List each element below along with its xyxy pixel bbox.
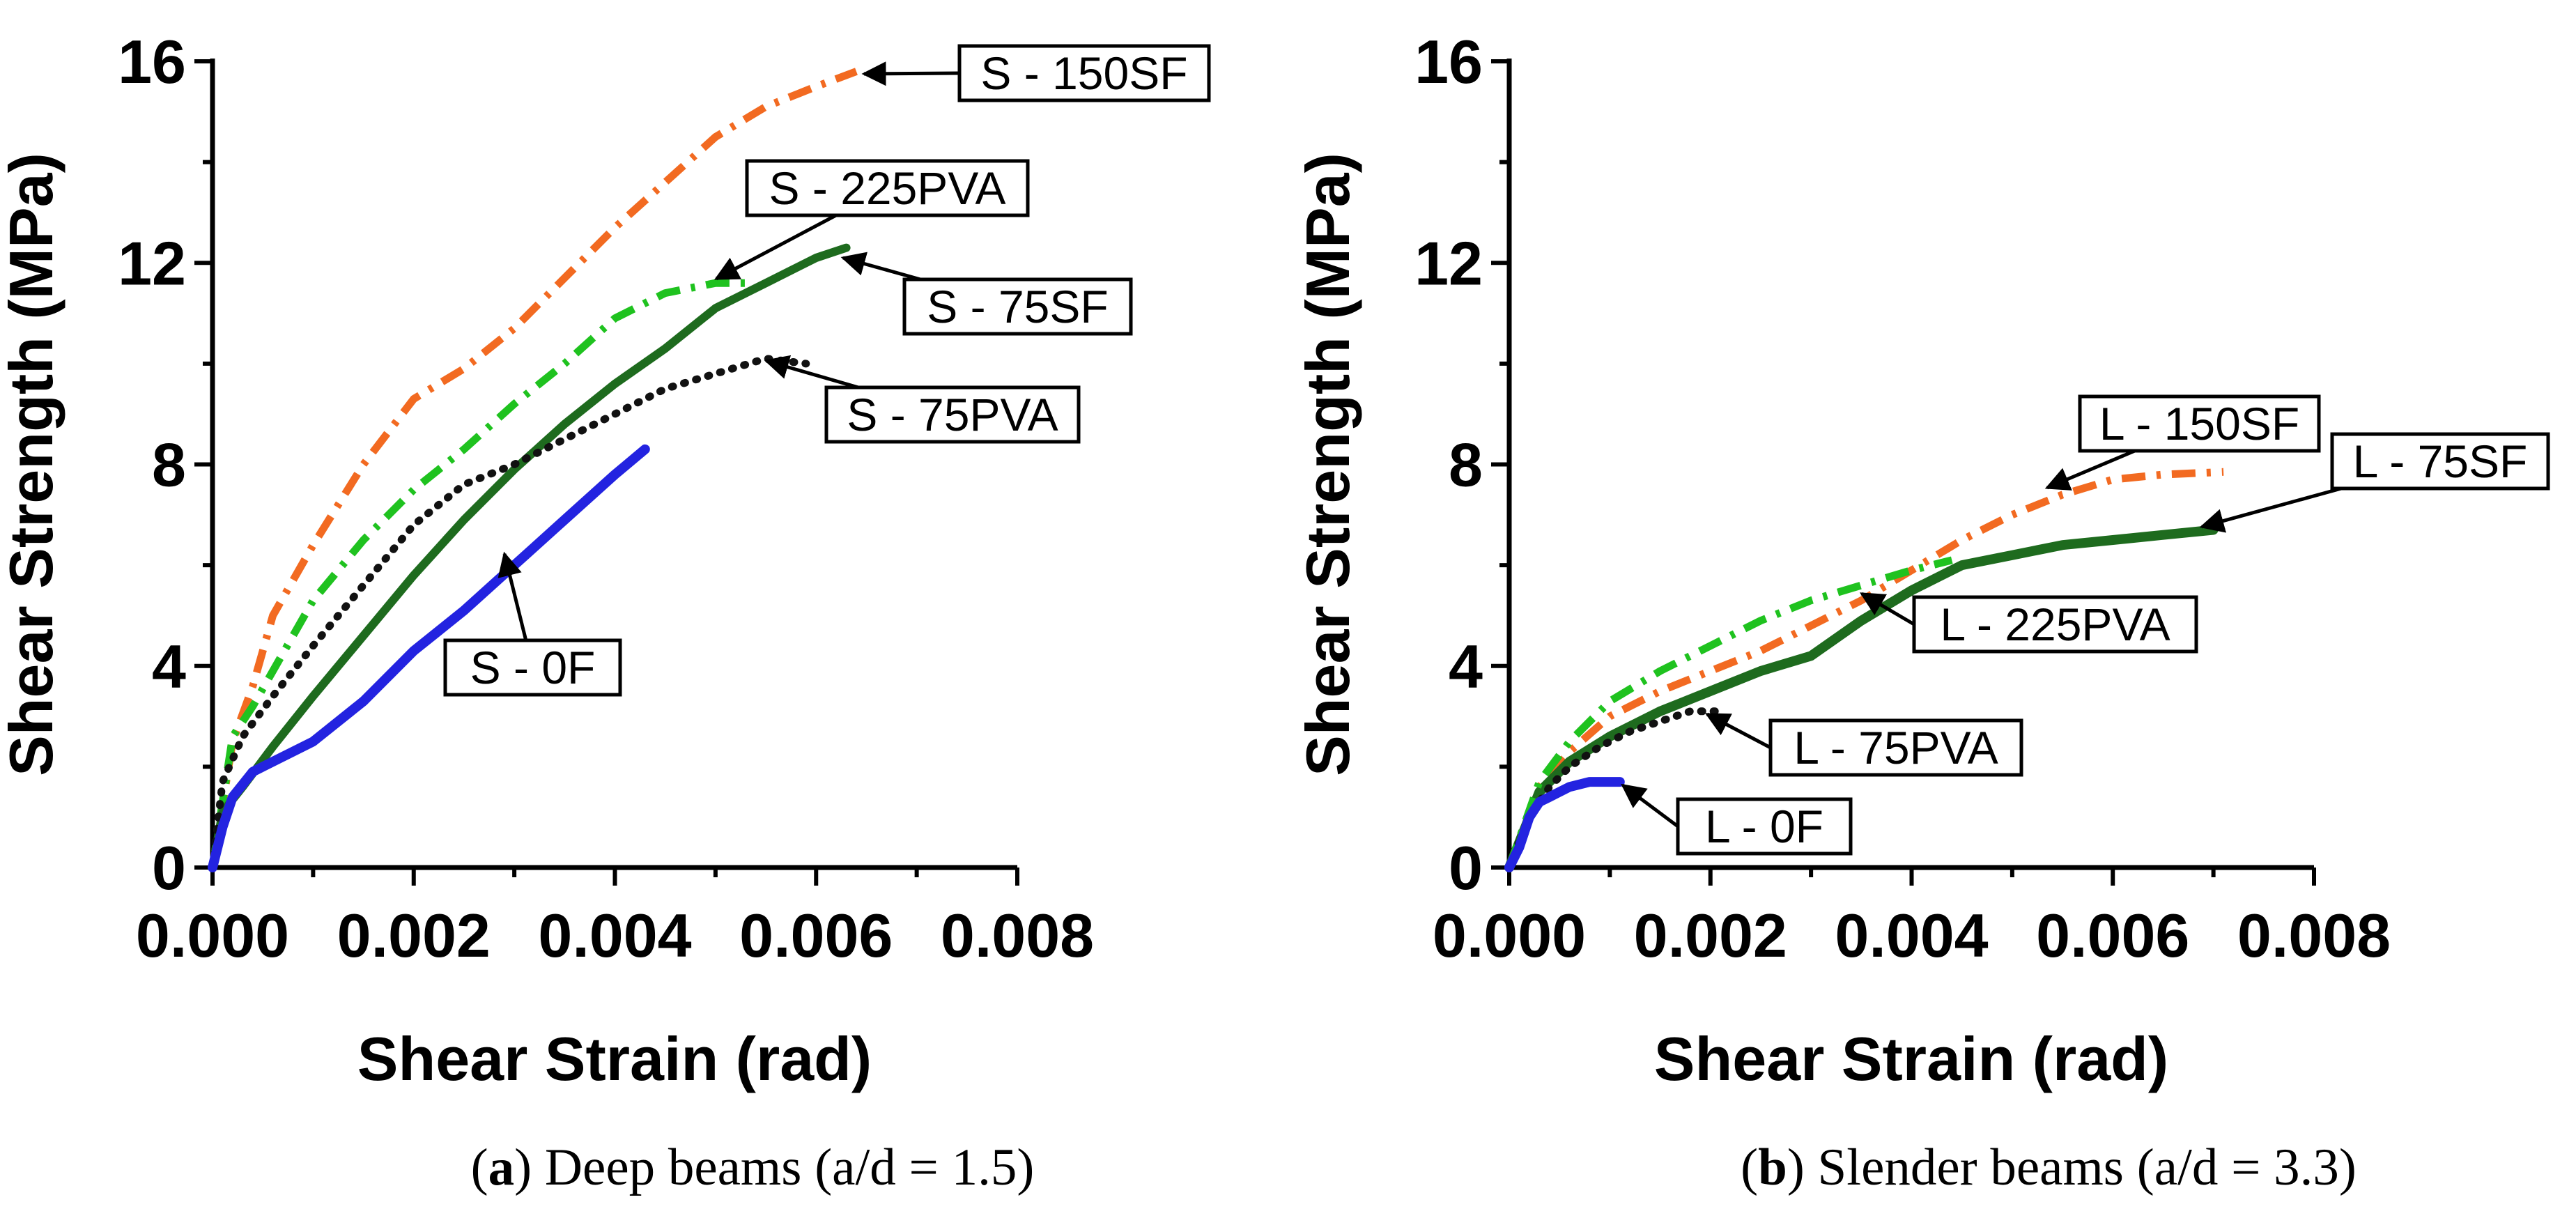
y-tick-label: 16 [1414, 27, 1483, 96]
callout-label: L - 75SF [2353, 435, 2528, 487]
series-line-l-75sf [1504, 525, 2219, 872]
callout-arrow [2199, 486, 2342, 533]
callout-label: L - 225PVA [1940, 599, 2170, 650]
callout-arrow [1704, 712, 1772, 750]
y-tick-label: 4 [152, 632, 186, 701]
y-tick-label: 16 [118, 27, 186, 96]
callout-arrow [764, 355, 859, 390]
callout-s-225pva: S - 225PVA [714, 159, 1030, 281]
caption-rest: ) Deep beams (a/d = 1.5) [514, 1139, 1034, 1196]
callout-label: S - 150SF [980, 47, 1187, 99]
y-axis-title: Shear Strength (MPa) [1293, 153, 1362, 776]
callout-label: L - 150SF [2099, 398, 2299, 449]
x-tick-label: 0.008 [2237, 901, 2391, 970]
series-line-s-75pva [208, 355, 810, 872]
panel-caption: (a) Deep beams (a/d = 1.5) [471, 1139, 1035, 1196]
y-tick-label: 0 [152, 833, 186, 902]
x-tick-label: 0.002 [1634, 901, 1787, 970]
y-tick-label: 0 [1449, 833, 1483, 902]
callout-label: S - 225PVA [769, 162, 1006, 214]
callout-l-75sf: L - 75SF [2199, 432, 2550, 533]
x-tick-label: 0.008 [941, 901, 1094, 970]
y-tick-label: 8 [152, 431, 186, 500]
x-axis-title: Shear Strain (rad) [1654, 1024, 2168, 1093]
callout-box [745, 159, 1030, 217]
callout-label: L - 0F [1705, 801, 1823, 852]
series-line-s-225pva [208, 279, 746, 868]
caption-letter: a [488, 1139, 515, 1196]
caption-open-paren: ( [471, 1139, 488, 1196]
callout-box [1768, 718, 2023, 777]
callout-arrow [1859, 592, 1915, 626]
callout-arrow [2044, 449, 2136, 491]
callout-l-225pva: L - 225PVA [1859, 592, 2198, 654]
callout-arrow [861, 61, 960, 86]
series-line-l-225pva [1505, 556, 1953, 869]
caption-rest: ) Slender beams (a/d = 3.3) [1787, 1139, 2357, 1196]
callout-box [2330, 432, 2550, 491]
callout-box [1912, 595, 2198, 654]
callout-label: S - 75SF [927, 281, 1108, 332]
callout-s-75pva: S - 75PVA [764, 355, 1081, 444]
callout-label: S - 0F [470, 642, 596, 693]
y-axis-title: Shear Strength (MPa) [0, 153, 65, 776]
chart-panel-b: 0 4 8 12 16 0.000 0.002 0.004 0.006 0.008 Shear St… [1293, 27, 2550, 1196]
callout-arrow [498, 551, 528, 641]
callout-label: L - 75PVA [1794, 722, 1998, 773]
x-tick-label: 0.000 [1433, 901, 1586, 970]
callout-box [443, 638, 622, 697]
x-axis-title: Shear Strain (rad) [357, 1024, 872, 1093]
x-tick-label: 0.002 [337, 901, 491, 970]
y-tick-label: 12 [1414, 229, 1483, 298]
callout-s-0f: S - 0F [443, 551, 622, 697]
panel-caption: (b) Slender beams (a/d = 3.3) [1741, 1139, 2357, 1196]
callout-l-75pva: L - 75PVA [1704, 712, 2023, 777]
series-line-s-150sf [208, 68, 858, 868]
chart-panel-a: 0 4 8 12 16 0.000 0.002 0.004 0.006 0.008 Shear St… [0, 27, 1211, 1196]
callout-box [902, 277, 1133, 336]
y-tick-label: 8 [1449, 431, 1483, 500]
callout-s-75sf: S - 75SF [840, 252, 1133, 336]
callout-box [2078, 394, 2321, 453]
x-tick-label: 0.004 [1835, 901, 1988, 970]
callout-s-150sf: S - 150SF [861, 44, 1211, 102]
callout-arrow [840, 252, 921, 282]
x-tick-label: 0.000 [136, 901, 289, 970]
y-tick-label: 12 [118, 229, 186, 298]
callout-l-150sf: L - 150SF [2044, 394, 2321, 491]
y-tick-label: 4 [1449, 632, 1483, 701]
caption-open-paren: ( [1741, 1139, 1758, 1196]
caption-letter: b [1758, 1139, 1787, 1196]
callout-label: S - 75PVA [847, 389, 1058, 440]
callout-box [824, 385, 1081, 444]
series-line-l-0f [1504, 777, 1625, 872]
x-tick-label: 0.006 [739, 901, 893, 970]
callout-arrow [1621, 783, 1679, 828]
callout-box [957, 44, 1211, 102]
series-line-l-150sf [1505, 468, 2224, 869]
callout-box [1676, 797, 1853, 856]
x-tick-label: 0.004 [538, 901, 691, 970]
series-line-s-0f [208, 444, 650, 872]
x-tick-label: 0.006 [2036, 901, 2189, 970]
callout-l-0f: L - 0F [1621, 783, 1853, 856]
callout-arrow [714, 213, 838, 281]
